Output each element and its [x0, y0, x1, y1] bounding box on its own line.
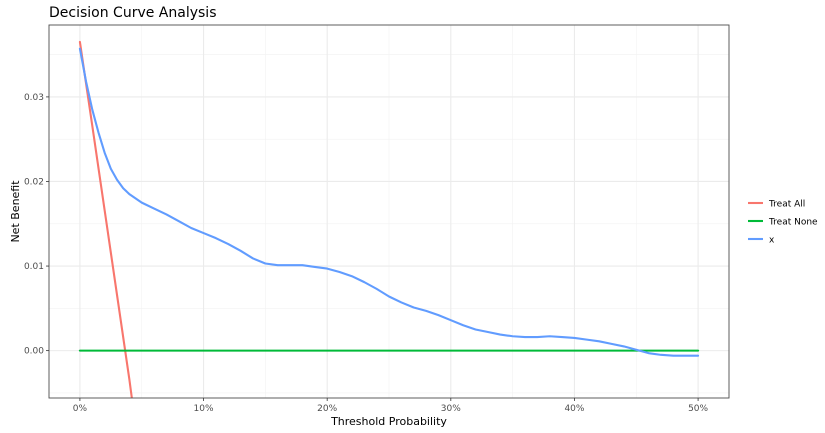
chart-title: Decision Curve Analysis [49, 5, 217, 21]
grid-layer [49, 25, 729, 398]
panel-border [48, 24, 730, 399]
series-layer [78, 40, 700, 398]
y-axis-title: Net Benefit [9, 180, 22, 243]
series-line-x [78, 47, 700, 357]
legend: Treat All Treat None x [748, 200, 818, 246]
series-line-treat-all [78, 40, 133, 398]
x-tick-label: 10% [194, 404, 214, 414]
x-axis-title: Threshold Probability [330, 415, 447, 428]
axis-layer: 0% 10% 20% 30% 40% 50% 0.00 0.01 0.02 0.03 [24, 93, 709, 414]
y-tick-label: 0.00 [24, 347, 44, 357]
x-tick-label: 40% [564, 404, 584, 414]
x-tick-label: 0% [73, 404, 88, 414]
y-tick-label: 0.03 [24, 93, 44, 103]
x-tick-label: 20% [317, 404, 337, 414]
x-tick-label: 50% [688, 404, 708, 414]
y-tick-label: 0.02 [24, 177, 44, 187]
legend-label-treat-all: Treat All [768, 200, 805, 210]
legend-label-treat-none: Treat None [768, 218, 818, 228]
x-tick-label: 30% [441, 404, 461, 414]
y-tick-label: 0.01 [24, 262, 44, 272]
legend-label-x: x [769, 236, 775, 246]
